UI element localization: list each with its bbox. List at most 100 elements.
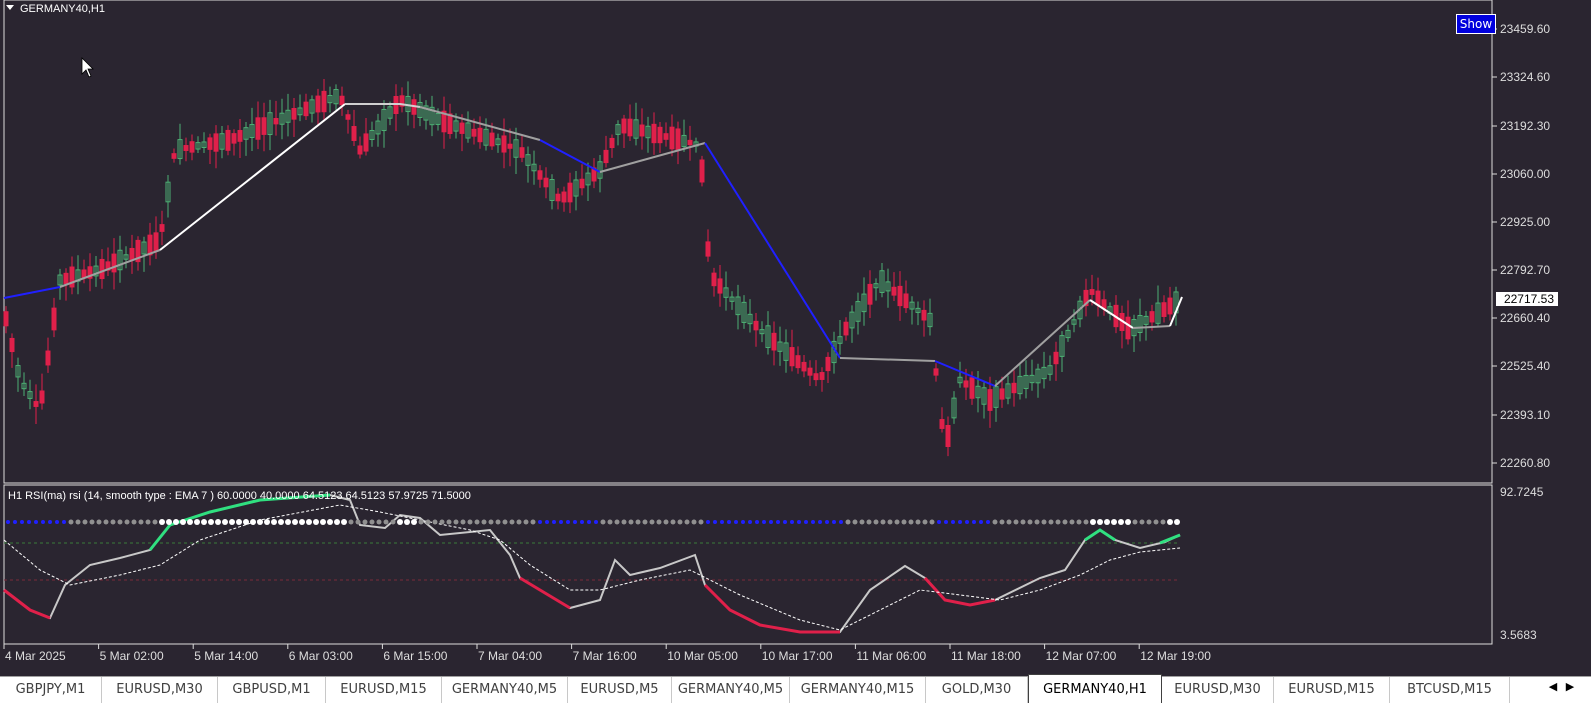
tab-scroll-right-icon[interactable]: ▶	[1565, 680, 1575, 693]
chart-tab[interactable]: BTCUSD,M15	[1390, 677, 1510, 703]
candle-body	[357, 145, 363, 155]
candle-body	[1041, 366, 1047, 380]
signal-dot	[783, 520, 787, 524]
title-triangle-icon[interactable]	[6, 5, 14, 10]
show-button[interactable]: Show	[1456, 14, 1496, 34]
signal-dot	[250, 519, 256, 525]
signal-dot	[397, 519, 403, 525]
chart-tab[interactable]: GBPUSD,M1	[218, 677, 326, 703]
signal-dot	[797, 520, 801, 524]
candle-body	[669, 126, 675, 150]
candle-body	[795, 355, 801, 369]
candle-body	[465, 122, 471, 139]
candle-body	[441, 110, 447, 133]
chart-tab[interactable]: EURUSD,M5	[568, 677, 672, 703]
chart-tab[interactable]: EURUSD,M30	[1162, 677, 1274, 703]
candle-body	[717, 278, 723, 294]
candle-body	[855, 301, 861, 322]
signal-dot	[734, 520, 738, 524]
candle-body	[525, 154, 531, 166]
signal-dot	[1167, 519, 1173, 525]
chart-tab[interactable]: GERMANY40,M5	[672, 677, 790, 703]
signal-dot	[1048, 519, 1054, 525]
signal-dot	[453, 519, 459, 525]
candle-body	[255, 117, 261, 140]
signal-dot	[986, 520, 990, 524]
signal-dot	[698, 519, 704, 525]
rsi-overbought-segment	[1159, 533, 1181, 545]
candle-body	[915, 307, 921, 313]
signal-dot	[229, 519, 235, 525]
tab-scroll-left-icon[interactable]: ◀	[1548, 680, 1558, 693]
signal-dot	[418, 519, 424, 525]
signal-dot	[348, 519, 354, 525]
candle-body	[723, 287, 729, 298]
candle-body	[1137, 314, 1143, 334]
signal-dot	[327, 519, 333, 525]
chart-tab[interactable]: GBPJPY,M1	[0, 677, 102, 703]
signal-dot	[573, 520, 577, 524]
time-tick-label: 6 Mar 03:00	[289, 649, 353, 663]
candle-body	[171, 153, 177, 159]
zigzag-segment	[59, 249, 161, 288]
signal-dot	[236, 519, 242, 525]
chart-tab[interactable]: EURUSD,M30	[102, 677, 218, 703]
signal-dot	[594, 520, 598, 524]
time-tick-label: 11 Mar 18:00	[951, 649, 1021, 663]
signal-dot	[566, 520, 570, 524]
price-tick-label: 22792.70	[1500, 263, 1550, 277]
signal-dot	[663, 519, 669, 525]
chart-tab[interactable]: EURUSD,M15	[326, 677, 442, 703]
signal-dot	[355, 519, 361, 525]
candle-body	[951, 397, 957, 419]
candle-body	[417, 102, 423, 118]
candle-body	[237, 130, 243, 142]
signal-dot	[1153, 519, 1159, 525]
candle-body	[783, 342, 789, 361]
candle-body	[333, 89, 339, 105]
candle-body	[579, 178, 585, 189]
candle-body	[1011, 382, 1017, 394]
candle-body	[531, 163, 537, 172]
chart-tab[interactable]: GOLD,M30	[926, 677, 1028, 703]
signal-dot	[818, 520, 822, 524]
candle-body	[555, 193, 561, 202]
price-tick-label: 22260.80	[1500, 456, 1550, 470]
candle-body	[135, 239, 141, 263]
signal-dot	[201, 519, 207, 525]
signal-dot	[89, 519, 95, 525]
candle-body	[789, 347, 795, 367]
tab-active[interactable]: GERMANY40,H1	[1028, 674, 1162, 703]
candle-body	[1101, 299, 1107, 309]
candle-body	[9, 337, 15, 353]
candle-body	[303, 101, 309, 117]
price-tick-label: 23192.30	[1500, 119, 1550, 133]
signal-dot	[194, 519, 200, 525]
signal-dot	[1055, 519, 1061, 525]
chart-title: GERMANY40,H1	[20, 3, 105, 15]
candle-body	[375, 120, 381, 135]
signal-dot	[27, 520, 31, 524]
signal-dot	[432, 519, 438, 525]
signal-dot	[1160, 519, 1166, 525]
chart-tab[interactable]: GERMANY40,M5	[442, 677, 568, 703]
signal-dot	[580, 520, 584, 524]
candle-body	[33, 401, 39, 407]
signal-dot	[383, 519, 389, 525]
candle-body	[429, 106, 435, 126]
zigzag-segment	[994, 299, 1091, 387]
signal-dot	[264, 519, 270, 525]
candle-body	[1125, 316, 1131, 340]
candle-body	[861, 293, 867, 313]
signal-dot	[825, 520, 829, 524]
candle-body	[195, 142, 201, 150]
chart-tab[interactable]: GERMANY40,M15	[790, 677, 926, 703]
candle-body	[177, 139, 183, 160]
zigzag-segment	[345, 103, 421, 108]
candle-body	[843, 321, 849, 336]
candle-body	[117, 249, 123, 271]
signal-dot	[96, 519, 102, 525]
chart-tab[interactable]: EURUSD,M15	[1274, 677, 1390, 703]
signal-dot	[34, 520, 38, 524]
